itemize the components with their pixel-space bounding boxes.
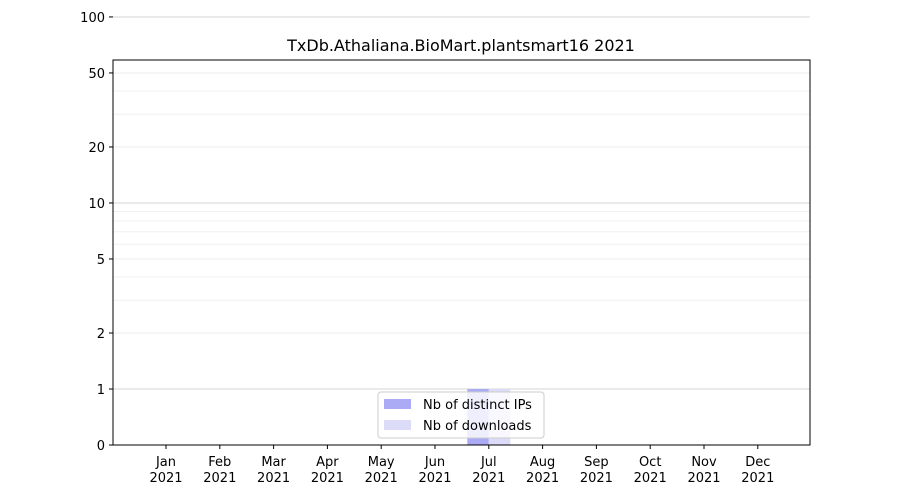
x-tick-label: Dec — [745, 455, 770, 470]
x-tick-label: 2021 — [580, 471, 613, 486]
x-tick-label: 2021 — [687, 471, 720, 486]
legend-box — [377, 391, 545, 439]
x-tick-label: Nov — [691, 455, 717, 470]
x-tick-label: 2021 — [526, 471, 559, 486]
legend-label: Nb of distinct IPs — [423, 398, 532, 413]
x-tick-label: Jul — [480, 455, 497, 470]
y-tick-label: 5 — [97, 253, 105, 268]
x-tick-label: 2021 — [203, 471, 236, 486]
x-tick-label: Jun — [424, 455, 445, 470]
x-tick-label: 2021 — [149, 471, 182, 486]
x-tick-label: 2021 — [472, 471, 505, 486]
x-tick-label: 2021 — [365, 471, 398, 486]
x-tick-label: Feb — [208, 455, 231, 470]
grid — [113, 16, 810, 390]
x-tick-label: Mar — [261, 455, 286, 470]
y-axis: 0 1 2 5 10 20 50 100 — [80, 11, 113, 454]
x-axis: Jan2021Feb2021Mar2021Apr2021May2021Jun20… — [149, 445, 774, 486]
x-tick-label: Jan — [155, 455, 176, 470]
x-tick-label: Oct — [639, 455, 661, 470]
x-tick-label: Sep — [584, 455, 609, 470]
y-tick-label: 0 — [97, 439, 105, 454]
x-tick-label: 2021 — [257, 471, 290, 486]
legend-label: Nb of downloads — [423, 419, 532, 434]
legend-swatch — [384, 399, 411, 409]
x-tick-label: 2021 — [741, 471, 774, 486]
legend: Nb of distinct IPs Nb of downloads — [377, 391, 545, 439]
y-tick-label: 10 — [88, 197, 105, 212]
x-tick-label: 2021 — [418, 471, 451, 486]
x-tick-label: 2021 — [634, 471, 667, 486]
plot-frame — [112, 59, 811, 446]
y-tick-label: 1 — [97, 383, 105, 398]
x-tick-label: May — [368, 455, 395, 470]
legend-swatch — [384, 420, 411, 430]
x-tick-label: Aug — [530, 455, 555, 470]
y-tick-label: 50 — [88, 67, 105, 82]
y-tick-label: 2 — [97, 327, 105, 342]
y-tick-label: 100 — [80, 11, 105, 26]
chart-title: TxDb.Athaliana.BioMart.plantsmart16 2021 — [286, 36, 635, 55]
x-tick-label: Apr — [316, 455, 339, 470]
y-tick-label: 20 — [88, 141, 105, 156]
x-tick-label: 2021 — [311, 471, 344, 486]
